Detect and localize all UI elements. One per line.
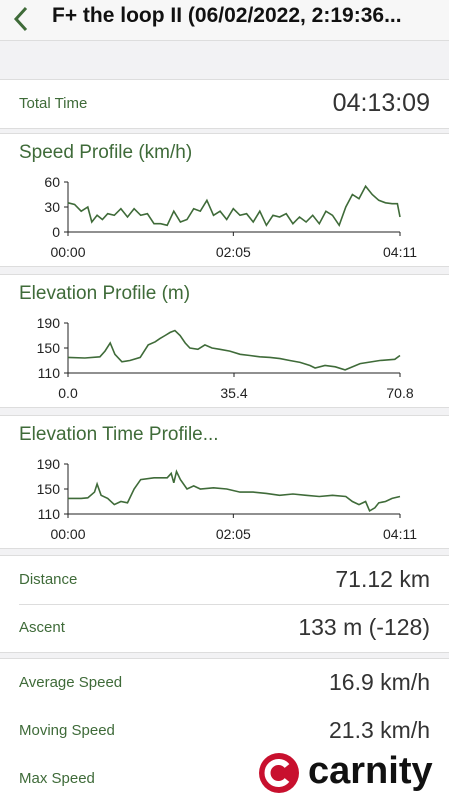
chart: 110 150 190 0.0 35.4 70.8 — [37, 315, 414, 401]
y-tick-label: 30 — [44, 199, 60, 215]
line — [67, 329, 401, 371]
logo-icon — [254, 748, 304, 798]
chart-title: Elevation Profile (m) — [19, 283, 191, 304]
stat-row: Total Time 04:13:09 — [19, 80, 430, 128]
x-tick-label: 0.0 — [58, 385, 78, 401]
stat-value: 71.12 km — [335, 566, 430, 592]
chart-card: Elevation Time Profile... 110 150 190 00:00 0… — [0, 415, 449, 549]
stats-card: Average Speed 16.9 km/h Moving Speed 21.3 k… — [0, 658, 449, 800]
stat-row: Distance 71.12 km — [19, 556, 430, 604]
title: F+ the loop II (06/02/2022, 2:19:36... — [52, 4, 402, 27]
x-tick-label: 70.8 — [386, 385, 413, 401]
y-tick-label: 150 — [37, 340, 61, 356]
separator — [19, 604, 449, 605]
line — [67, 184, 401, 228]
y-tick-label: 110 — [38, 506, 61, 522]
x-tick-label: 02:05 — [216, 526, 251, 542]
chart: 0 30 60 00:00 02:05 04:11 — [44, 174, 417, 260]
stat-value: 21.3 km/h — [329, 717, 430, 743]
watermark: carnity — [252, 746, 449, 800]
stat-label: Total Time — [19, 95, 88, 112]
stat-value: 04:13:09 — [332, 89, 430, 117]
stat-label: Moving Speed — [19, 722, 115, 739]
stat-label: Average Speed — [19, 674, 123, 691]
back-button[interactable] — [8, 2, 38, 38]
stat-row: Moving Speed 21.3 km/h — [19, 707, 430, 755]
chart-card: Elevation Profile (m) 110 150 190 0.0 35.4 70.… — [0, 274, 449, 408]
stat-row: Max Speed — [19, 755, 430, 800]
nav-bar: F+ the loop II (06/02/2022, 2:19:36... — [0, 0, 449, 41]
y-tick-label: 190 — [37, 456, 61, 472]
stat-value: 16.9 km/h — [329, 669, 430, 695]
stat-label: Ascent — [19, 619, 65, 636]
x-tick-label: 02:05 — [216, 244, 251, 260]
chart-card: Speed Profile (km/h) 0 30 60 00:00 02:05 04:11 — [0, 133, 449, 267]
y-tick-label: 60 — [44, 174, 60, 190]
stat-label: Max Speed — [19, 770, 95, 787]
stat-row: Average Speed 16.9 km/h — [19, 659, 430, 707]
y-tick-label: 190 — [37, 315, 61, 331]
y-tick-label: 150 — [37, 481, 61, 497]
logo-text: carnity — [308, 750, 433, 792]
stat-value: 133 m (-128) — [298, 614, 430, 640]
chart: 110 150 190 00:00 02:05 04:11 — [37, 456, 418, 542]
y-tick-label: 110 — [38, 365, 61, 381]
x-tick-label: 00:00 — [50, 244, 85, 260]
x-tick-label: 04:11 — [383, 526, 417, 542]
stats-card: Distance 71.12 km Ascent 133 m (-128) — [0, 555, 449, 653]
x-tick-label: 35.4 — [220, 385, 247, 401]
chart-title: Speed Profile (km/h) — [19, 142, 193, 163]
y-tick-label: 0 — [52, 224, 60, 240]
x-tick-label: 00:00 — [50, 526, 85, 542]
stat-label: Distance — [19, 571, 78, 588]
chart-title: Elevation Time Profile... — [19, 424, 219, 445]
line — [68, 469, 401, 513]
total-time-card: Total Time 04:13:09 — [0, 79, 449, 129]
x-tick-label: 04:11 — [383, 244, 417, 260]
stat-row: Ascent 133 m (-128) — [19, 604, 430, 652]
